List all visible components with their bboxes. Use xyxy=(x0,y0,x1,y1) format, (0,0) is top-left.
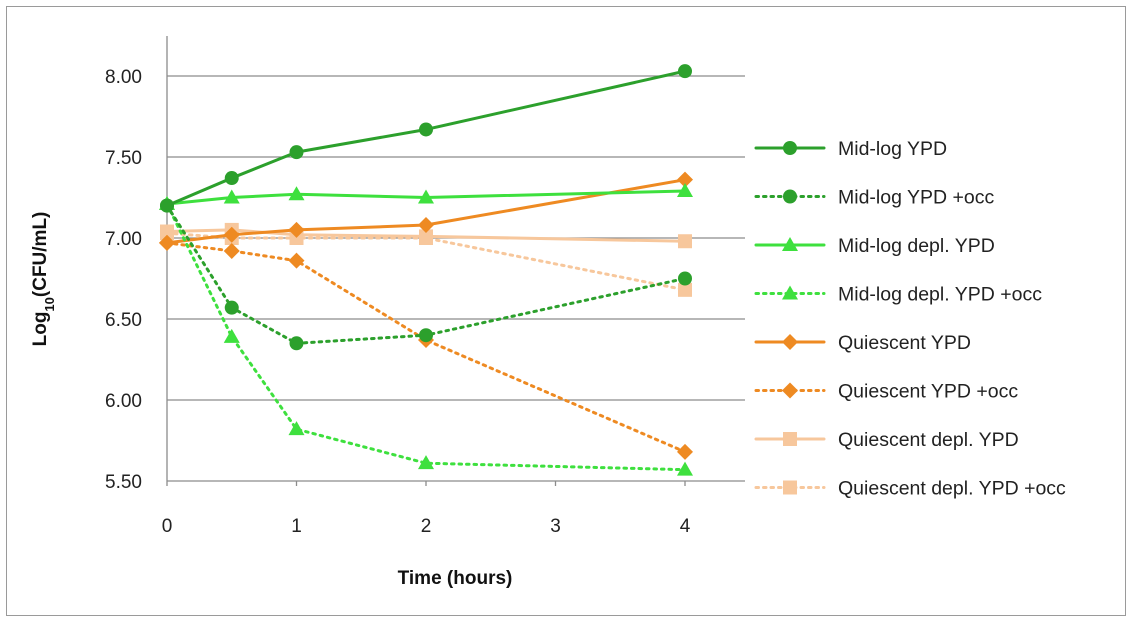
data-point xyxy=(677,461,693,476)
legend-marker xyxy=(783,141,797,155)
legend-marker xyxy=(783,189,797,204)
data-point xyxy=(288,252,305,269)
legend-item: Quiescent depl. YPD +occ xyxy=(754,478,1066,500)
y-axis-title-main: Log xyxy=(30,312,51,347)
x-tick-label: 0 xyxy=(162,516,173,537)
legend-marker xyxy=(782,382,798,399)
legend-marker xyxy=(782,334,798,350)
legend-marker xyxy=(782,285,798,300)
data-point xyxy=(419,122,433,137)
y-axis-title-rest: (CFU/mL) xyxy=(30,212,51,297)
data-point xyxy=(288,221,305,238)
legend-label: Mid-log depl. YPD +occ xyxy=(838,284,1042,306)
legend-label: Quiescent YPD +occ xyxy=(838,381,1018,403)
legend-marker xyxy=(783,432,797,446)
legend: Mid-log YPD Mid-log YPD +occ Mid-log depl.… xyxy=(754,138,1066,500)
legend-label: Quiescent depl. YPD xyxy=(838,429,1019,451)
y-tick-label: 6.00 xyxy=(105,391,142,412)
data-point xyxy=(223,242,240,259)
data-point xyxy=(419,328,433,343)
data-point xyxy=(288,421,305,436)
series-line xyxy=(165,202,687,472)
legend-item: Quiescent depl. YPD xyxy=(754,429,1019,451)
series-layer xyxy=(159,64,693,476)
data-point xyxy=(678,271,692,286)
x-tick-label: 2 xyxy=(421,516,432,537)
data-point xyxy=(223,189,240,204)
legend-label: Quiescent YPD xyxy=(838,332,971,354)
legend-label: Mid-log YPD +occ xyxy=(838,187,994,209)
x-tick-label: 4 xyxy=(680,516,691,537)
data-point xyxy=(160,198,174,213)
y-tick-label: 7.50 xyxy=(105,148,142,169)
data-point xyxy=(223,226,240,243)
legend-item: Mid-log depl. YPD xyxy=(754,235,995,257)
legend-item: Quiescent YPD xyxy=(754,332,971,354)
legend-label: Mid-log YPD xyxy=(838,138,947,160)
y-tick-label: 6.50 xyxy=(105,310,142,331)
data-point xyxy=(677,443,693,460)
data-point xyxy=(224,171,239,186)
series-mid-log-ypd-occ xyxy=(160,198,692,351)
legend-item: Mid-log YPD +occ xyxy=(754,187,994,209)
y-tick-label: 5.50 xyxy=(105,472,142,493)
data-point xyxy=(224,300,239,315)
legend-item: Mid-log YPD xyxy=(754,138,947,160)
data-point xyxy=(160,224,174,239)
data-point xyxy=(223,328,240,343)
data-point xyxy=(289,336,304,351)
data-point xyxy=(418,217,434,234)
data-point xyxy=(678,282,692,297)
x-tick-label: 1 xyxy=(291,516,302,537)
data-point xyxy=(677,183,693,198)
data-point xyxy=(419,229,433,244)
data-point xyxy=(288,186,305,201)
y-tick-label: 8.00 xyxy=(105,67,142,88)
x-axis-title: Time (hours) xyxy=(398,568,513,589)
legend-label: Mid-log depl. YPD xyxy=(838,235,995,257)
x-tick-label: 3 xyxy=(550,516,561,537)
legend-item: Mid-log depl. YPD +occ xyxy=(754,284,1042,306)
chart-frame xyxy=(6,6,1126,616)
data-point xyxy=(289,145,304,160)
legend-marker xyxy=(783,480,797,495)
series-mid-log-depl-ypd xyxy=(159,183,693,210)
series-line xyxy=(165,69,687,208)
legend-marker xyxy=(782,237,798,251)
legend-item: Quiescent YPD +occ xyxy=(754,381,1018,403)
data-point xyxy=(677,171,693,188)
y-tick-label: 7.00 xyxy=(105,229,142,250)
legend-label: Quiescent depl. YPD +occ xyxy=(838,478,1066,500)
data-point xyxy=(418,455,434,470)
y-axis-title-subscript: 10 xyxy=(42,297,57,311)
data-point xyxy=(678,64,692,79)
y-axis-title: Log10(CFU/mL) xyxy=(30,212,57,347)
data-point xyxy=(159,234,175,251)
data-point xyxy=(678,234,692,249)
axis-layer: 5.50 6.00 6.50 7.00 7.50 8.00 0 1 2 3 4 xyxy=(105,36,745,537)
series-quiescent-ypd-occ xyxy=(159,234,693,460)
data-point xyxy=(418,189,434,204)
